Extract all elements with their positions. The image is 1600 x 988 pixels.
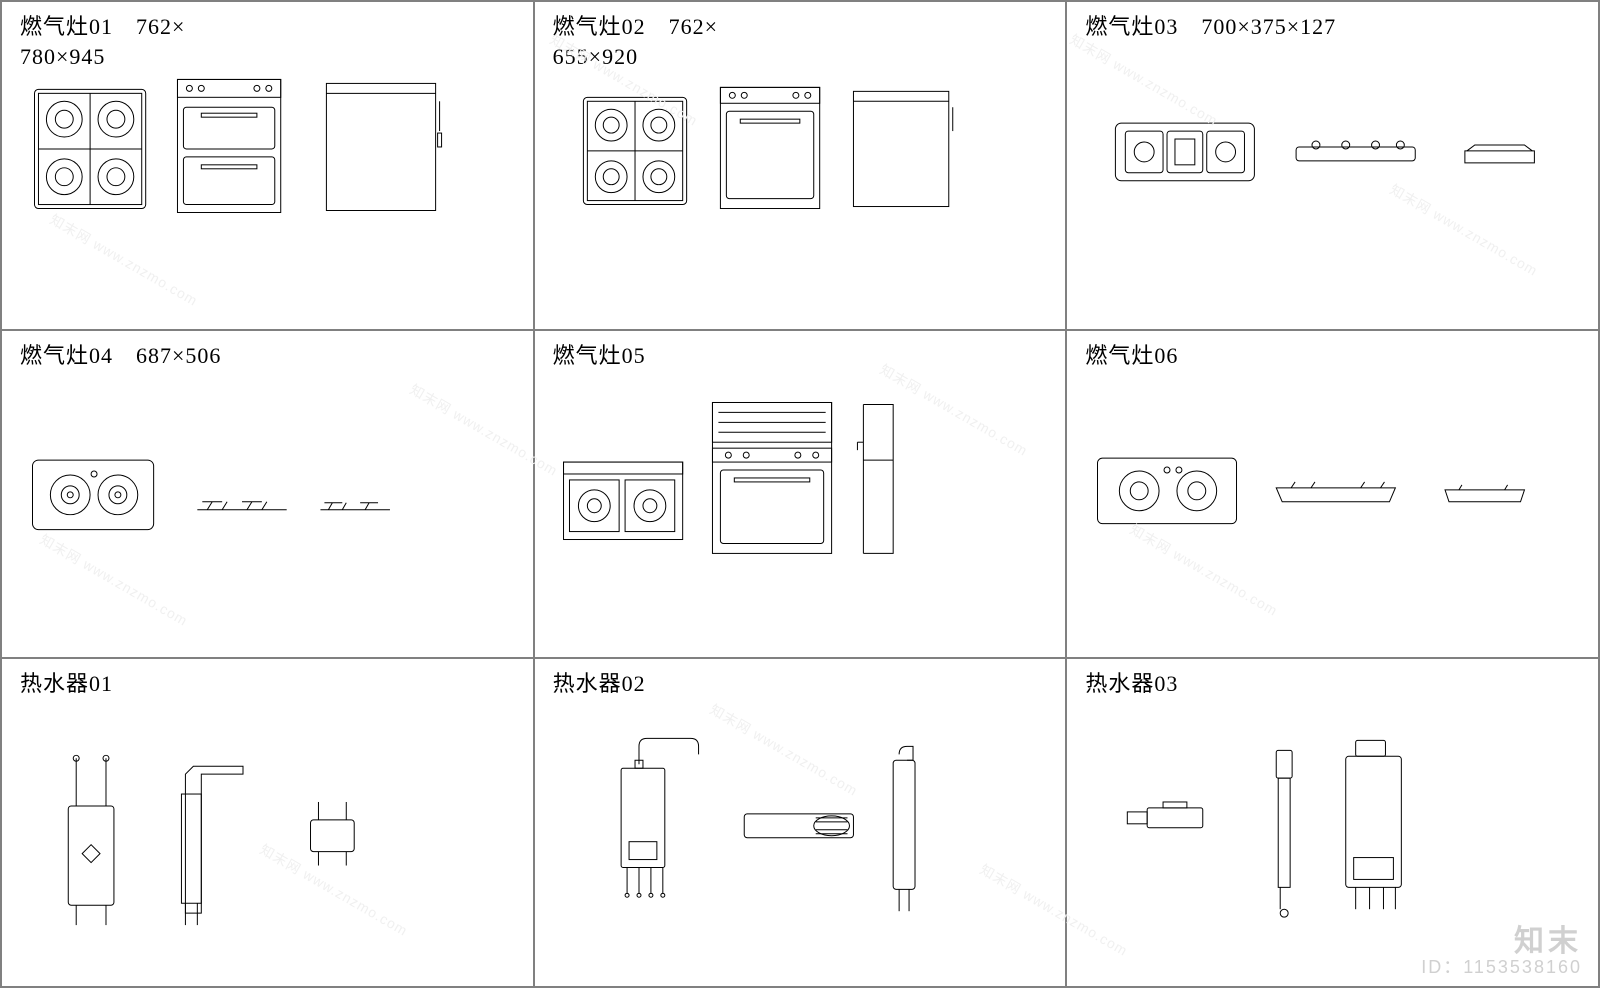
cell-stove-02: 燃气灶02 762× 655×920: [534, 1, 1067, 330]
cell-stove-06: 燃气灶06: [1066, 330, 1599, 659]
drawing-heater-02: [535, 659, 1066, 986]
catalog-grid: 燃气灶01 762× 780×945: [0, 0, 1600, 988]
watermark-id: ID：1153538160: [1421, 958, 1582, 978]
drawing-stove-04: [2, 331, 533, 658]
cell-heater-02: 热水器02: [534, 658, 1067, 987]
cell-stove-01: 燃气灶01 762× 780×945: [1, 1, 534, 330]
drawing-heater-01: [2, 659, 533, 986]
drawing-stove-05: [535, 331, 1066, 658]
drawing-stove-03: [1067, 2, 1598, 329]
watermark-logo: 知末 ID：1153538160: [1421, 925, 1582, 978]
watermark-brand: 知末: [1421, 925, 1582, 958]
cell-heater-01: 热水器01: [1, 658, 534, 987]
cell-stove-04: 燃气灶04 687×506: [1, 330, 534, 659]
cell-stove-05: 燃气灶05: [534, 330, 1067, 659]
cell-stove-03: 燃气灶03 700×375×127: [1066, 1, 1599, 330]
drawing-stove-06: [1067, 331, 1598, 658]
drawing-stove-02: [535, 2, 1066, 329]
drawing-stove-01: [2, 2, 533, 329]
